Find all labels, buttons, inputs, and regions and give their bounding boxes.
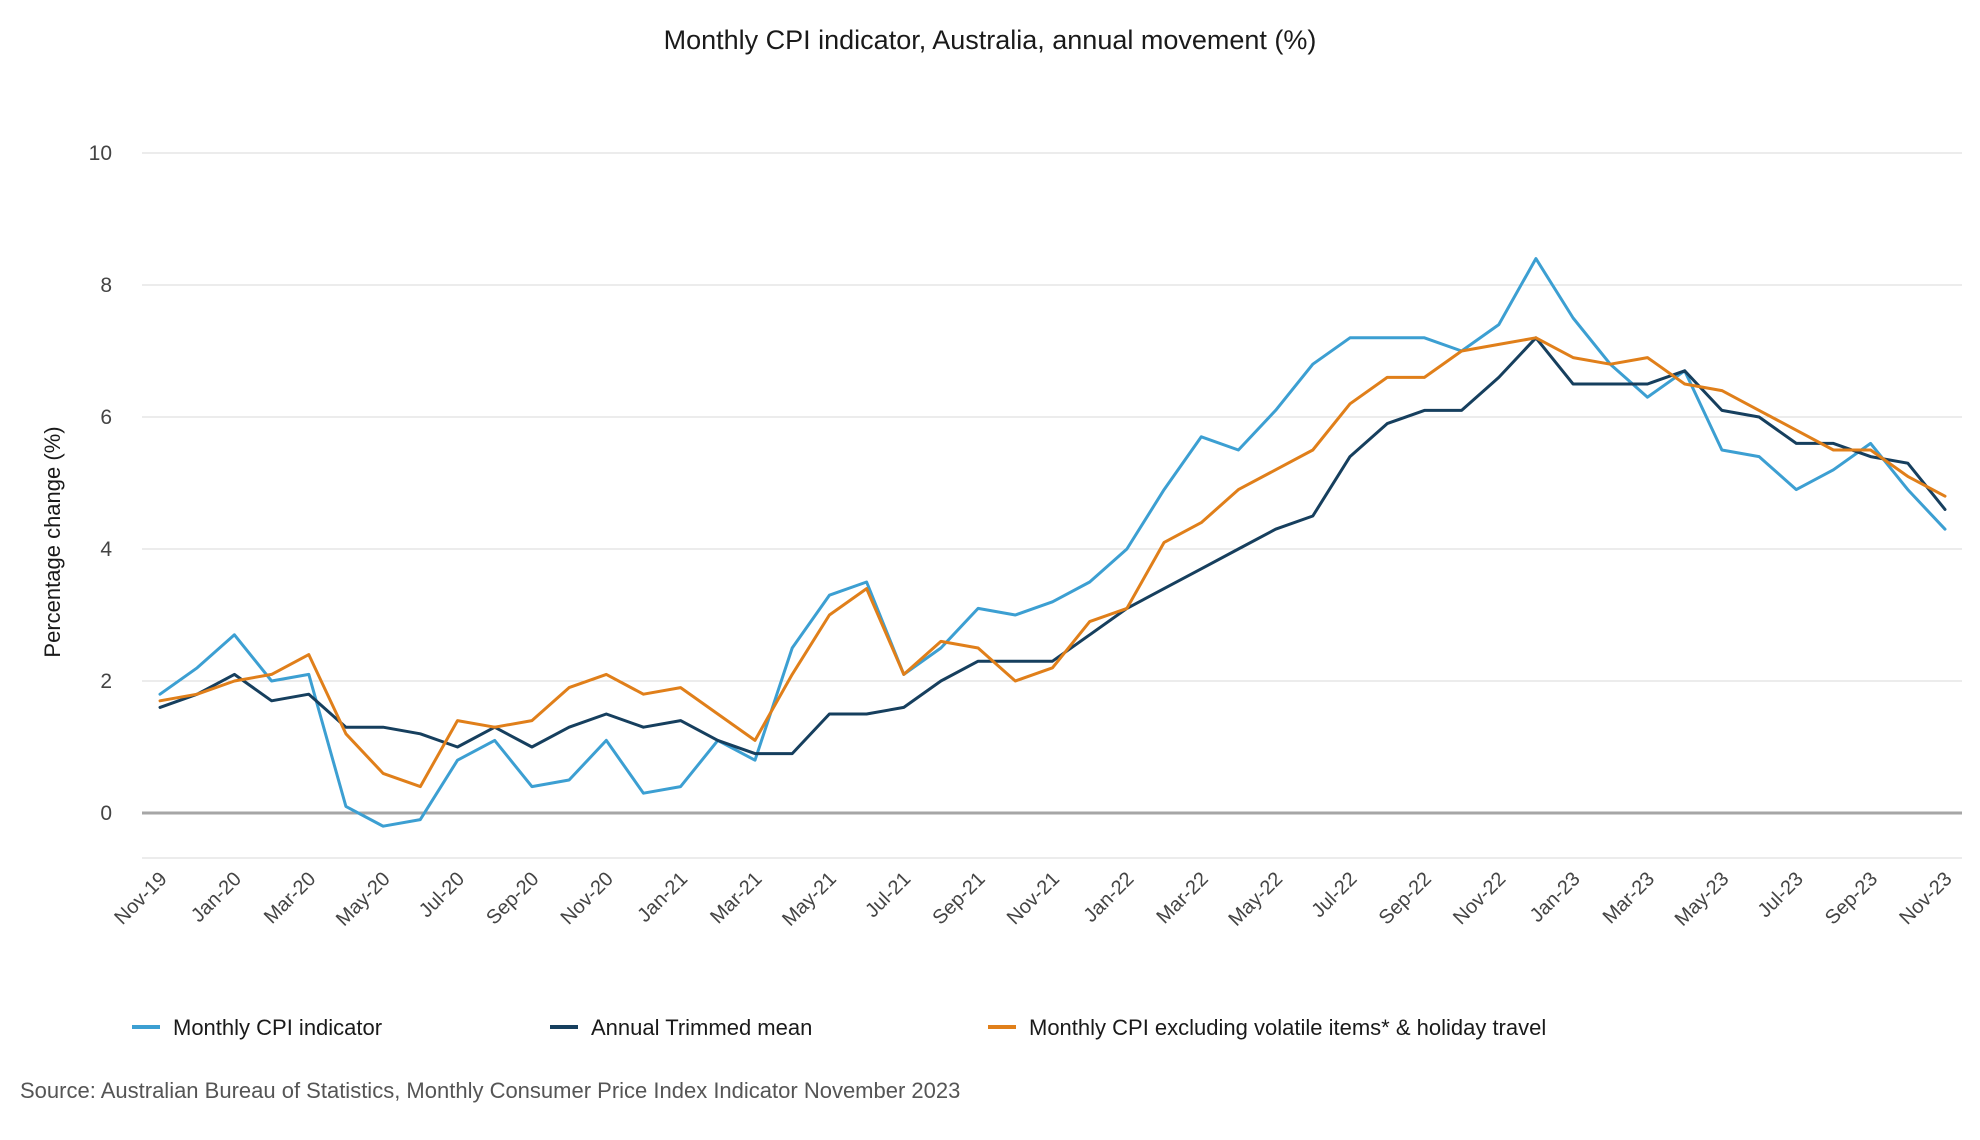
y-tick-label: 0 [100,802,112,825]
x-tick-label: Mar-22 [1152,868,1212,928]
y-tick-label: 6 [100,406,112,429]
x-tick-label: May-22 [1224,868,1287,931]
chart-title: Monthly CPI indicator, Australia, annual… [664,25,1317,55]
x-tick-label: Mar-20 [260,868,320,928]
x-tick-label: May-20 [332,868,395,931]
legend-label-3: Monthly CPI excluding volatile items* & … [1029,1015,1546,1040]
y-axis-ticks: 0 2 4 6 8 10 [89,142,113,825]
x-tick-label: Mar-21 [706,868,766,928]
series-line-1 [158,257,1947,828]
y-axis-label: Percentage change (%) [40,426,65,657]
x-tick-label: May-21 [778,868,841,931]
legend-label-2: Annual Trimmed mean [591,1015,812,1040]
x-tick-label: Sep-21 [928,868,989,929]
x-tick-label: Jan-22 [1080,868,1139,927]
x-tick-label: Jul-22 [1307,868,1361,922]
x-tick-label: Jul-21 [861,868,915,922]
x-tick-label: Jul-23 [1754,868,1808,922]
y-tick-label: 8 [100,274,112,297]
legend: Monthly CPI indicator Annual Trimmed mean… [132,1015,1546,1040]
x-tick-label: Nov-23 [1895,868,1956,929]
x-tick-label: Nov-20 [557,868,618,929]
x-tick-label: Nov-22 [1449,868,1510,929]
legend-label-1: Monthly CPI indicator [173,1015,382,1040]
x-tick-label: Jan-20 [187,868,246,927]
x-tick-label: Jul-20 [415,868,469,922]
y-tick-label: 4 [100,538,112,561]
gridlines [142,152,1962,859]
series-lines [158,257,1947,828]
y-tick-label: 10 [89,142,112,165]
series-line-2 [158,336,1947,756]
x-tick-label: May-23 [1671,868,1734,931]
x-tick-label: Jan-21 [633,868,692,927]
x-tick-label: Sep-20 [482,868,543,929]
x-tick-label: Sep-23 [1821,868,1882,929]
x-tick-label: Mar-23 [1599,868,1659,928]
y-tick-label: 2 [100,670,112,693]
x-tick-label: Nov-21 [1003,868,1064,929]
x-tick-label: Sep-22 [1375,868,1436,929]
source-note: Source: Australian Bureau of Statistics,… [20,1078,960,1103]
x-tick-label: Nov-19 [110,868,171,929]
x-tick-label: Jan-23 [1526,868,1585,927]
series-line-3 [158,336,1947,789]
x-axis-ticks: Nov-19 Jan-20 Mar-20 May-20 Jul-20 Sep-20 Nov-… [110,868,1956,931]
